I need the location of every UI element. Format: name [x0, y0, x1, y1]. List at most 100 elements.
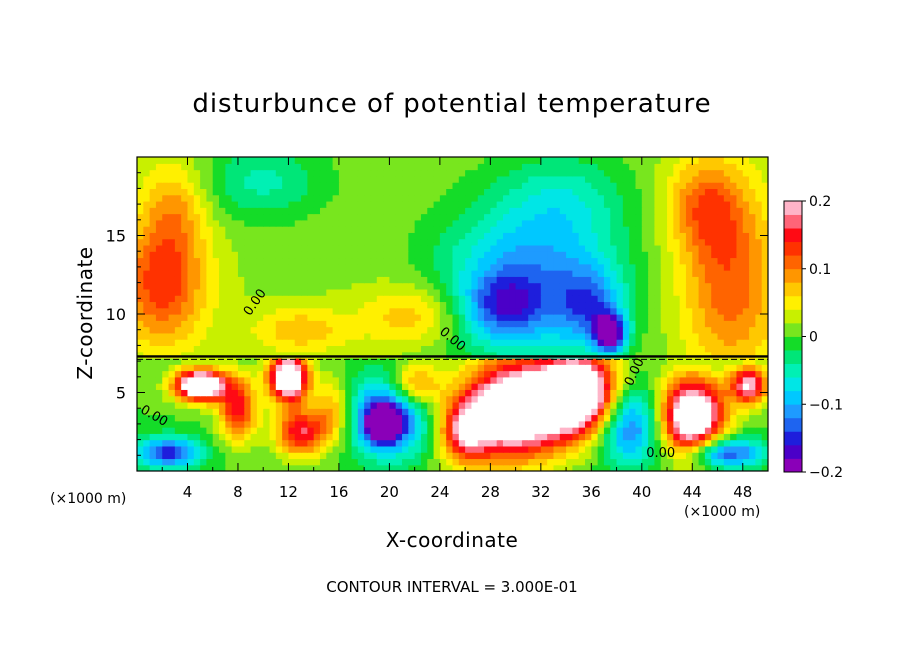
field-cell [237, 244, 245, 252]
field-cell [137, 226, 144, 233]
field-cell [408, 169, 416, 177]
field-cell [446, 244, 454, 252]
field-cell [452, 238, 460, 246]
field-cell [433, 464, 441, 471]
field-cell [301, 163, 308, 171]
field-cell [389, 452, 397, 460]
field-cell [256, 320, 264, 328]
field-cell [761, 163, 768, 171]
field-cell [458, 452, 466, 460]
field-cell [755, 364, 763, 372]
field-cell [622, 458, 630, 466]
field-cell [521, 270, 529, 277]
field-cell [540, 301, 548, 309]
field-cell [383, 357, 390, 365]
field-cell [465, 420, 473, 428]
field-cell [547, 332, 555, 340]
field-cell [427, 364, 435, 372]
field-cell [648, 326, 656, 334]
field-cell [698, 420, 706, 428]
field-cell [168, 439, 176, 447]
field-cell [383, 257, 390, 265]
field-cell [717, 213, 725, 221]
field-cell [244, 458, 252, 466]
field-cell [269, 370, 277, 378]
field-cell [269, 314, 277, 321]
field-cell [458, 376, 466, 384]
field-cell [446, 452, 454, 460]
field-cell [357, 200, 365, 208]
field-cell [679, 357, 687, 365]
field-cell [742, 295, 750, 303]
field-cell [534, 445, 542, 453]
field-cell [458, 276, 466, 284]
field-cell [187, 427, 195, 434]
field-cell [616, 395, 624, 403]
field-cell [521, 301, 529, 309]
field-cell [597, 464, 605, 471]
field-cell [667, 345, 674, 353]
field-cell [635, 219, 643, 227]
field-cell [477, 200, 485, 208]
field-cell [332, 182, 340, 189]
field-cell [635, 445, 643, 453]
field-cell [250, 414, 258, 422]
field-cell [420, 169, 428, 177]
field-cell [711, 439, 719, 447]
field-cell [149, 307, 157, 315]
field-cell [345, 219, 353, 227]
field-cell [326, 157, 334, 164]
field-cell [357, 414, 365, 422]
field-cell [654, 232, 662, 240]
field-cell [212, 169, 220, 177]
field-cell [629, 345, 637, 353]
field-cell [534, 307, 542, 315]
field-cell [225, 433, 233, 441]
field-cell [742, 339, 750, 346]
field-cell [452, 276, 460, 284]
field-cell [540, 219, 548, 227]
field-cell [307, 282, 315, 290]
field-cell [269, 282, 277, 290]
field-cell [704, 414, 712, 422]
field-cell [288, 194, 296, 202]
field-cell [654, 282, 662, 290]
field-cell [256, 370, 264, 378]
field-cell [641, 408, 649, 416]
field-cell [376, 263, 384, 271]
field-cell [162, 232, 170, 240]
field-cell [477, 351, 485, 359]
field-cell [616, 169, 624, 177]
field-cell [603, 200, 611, 208]
field-cell [749, 301, 756, 309]
field-cell [597, 288, 605, 296]
field-cell [137, 395, 144, 403]
field-cell [635, 157, 643, 164]
field-cell [673, 213, 681, 221]
field-cell [723, 383, 731, 390]
field-cell [427, 232, 435, 240]
field-cell [603, 439, 611, 447]
field-cell [616, 364, 624, 372]
field-cell [364, 395, 372, 403]
field-cell [168, 182, 176, 189]
field-cell [603, 251, 611, 259]
field-cell [471, 389, 479, 397]
field-cell [547, 439, 555, 447]
field-cell [572, 295, 580, 303]
field-cell [515, 464, 523, 471]
field-cell [509, 182, 517, 189]
field-cell [427, 169, 435, 177]
field-cell [648, 301, 656, 309]
field-cell [162, 169, 170, 177]
field-cell [187, 157, 195, 164]
field-cell [723, 395, 731, 403]
field-cell [168, 282, 176, 290]
field-cell [231, 452, 239, 460]
field-cell [219, 320, 226, 328]
field-cell [250, 401, 258, 409]
field-cell [685, 452, 693, 460]
field-cell [622, 345, 630, 353]
field-cell [553, 314, 561, 321]
field-cell [698, 439, 706, 447]
